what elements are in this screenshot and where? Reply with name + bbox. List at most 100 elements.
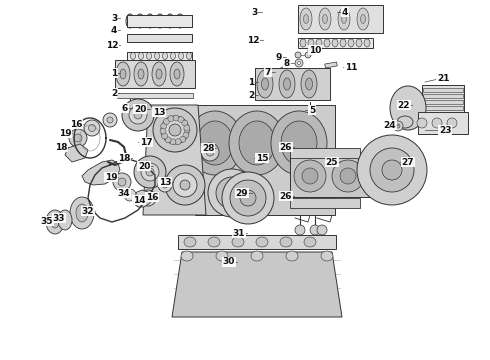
Ellipse shape — [118, 178, 126, 186]
Bar — [298, 38, 373, 48]
Ellipse shape — [417, 118, 427, 128]
Ellipse shape — [113, 173, 131, 191]
Ellipse shape — [180, 180, 190, 190]
Text: 26: 26 — [280, 143, 292, 152]
Text: 29: 29 — [236, 189, 248, 198]
Polygon shape — [195, 105, 335, 215]
Ellipse shape — [216, 177, 248, 209]
Ellipse shape — [225, 186, 239, 200]
Ellipse shape — [136, 14, 144, 28]
Ellipse shape — [319, 8, 331, 30]
Ellipse shape — [342, 14, 346, 23]
Ellipse shape — [176, 14, 184, 28]
Ellipse shape — [301, 70, 317, 98]
Ellipse shape — [139, 53, 144, 59]
Text: 7: 7 — [265, 68, 271, 77]
Ellipse shape — [184, 125, 190, 131]
Ellipse shape — [58, 210, 72, 230]
Ellipse shape — [181, 251, 193, 261]
Text: 18: 18 — [118, 153, 130, 162]
Ellipse shape — [122, 99, 154, 131]
Text: 19: 19 — [105, 172, 117, 181]
Ellipse shape — [116, 62, 130, 86]
Ellipse shape — [124, 189, 136, 201]
Ellipse shape — [396, 124, 400, 128]
Text: 2: 2 — [248, 90, 254, 99]
Text: 16: 16 — [70, 120, 82, 129]
Ellipse shape — [153, 108, 197, 152]
Bar — [298, 5, 383, 33]
Ellipse shape — [370, 148, 414, 192]
Ellipse shape — [340, 168, 356, 184]
Ellipse shape — [168, 116, 174, 122]
Ellipse shape — [271, 111, 327, 175]
Text: 24: 24 — [384, 121, 396, 130]
Text: 21: 21 — [437, 73, 449, 82]
Text: 11: 11 — [345, 63, 357, 72]
Ellipse shape — [163, 53, 168, 59]
Bar — [255, 68, 330, 100]
Bar — [422, 85, 464, 113]
Text: 12: 12 — [106, 41, 118, 50]
Ellipse shape — [305, 52, 311, 58]
Text: 27: 27 — [402, 158, 415, 166]
Ellipse shape — [378, 168, 394, 184]
Ellipse shape — [302, 168, 318, 184]
Ellipse shape — [69, 129, 87, 147]
Ellipse shape — [134, 156, 166, 188]
Ellipse shape — [156, 14, 164, 28]
Text: 12: 12 — [247, 36, 259, 45]
Ellipse shape — [303, 14, 309, 23]
Ellipse shape — [284, 78, 291, 90]
Text: 6: 6 — [122, 104, 128, 113]
Ellipse shape — [140, 190, 156, 206]
Ellipse shape — [239, 121, 275, 165]
Ellipse shape — [338, 8, 350, 30]
Ellipse shape — [51, 216, 59, 228]
Ellipse shape — [305, 78, 313, 90]
Ellipse shape — [279, 70, 295, 98]
Ellipse shape — [332, 39, 338, 47]
Bar — [418, 112, 468, 134]
Bar — [117, 93, 193, 98]
Text: 13: 13 — [159, 177, 171, 186]
Text: 25: 25 — [326, 158, 338, 166]
Polygon shape — [290, 198, 360, 208]
Ellipse shape — [197, 121, 233, 165]
Text: 5: 5 — [309, 105, 315, 114]
Bar — [178, 235, 336, 249]
Text: 35: 35 — [41, 216, 53, 225]
Ellipse shape — [183, 132, 189, 138]
Text: 19: 19 — [59, 129, 72, 138]
Ellipse shape — [222, 172, 274, 224]
Text: 4: 4 — [111, 26, 117, 35]
Text: 10: 10 — [309, 45, 321, 54]
Ellipse shape — [160, 128, 166, 134]
Ellipse shape — [173, 173, 197, 197]
Ellipse shape — [357, 8, 369, 30]
Ellipse shape — [295, 59, 303, 67]
Ellipse shape — [310, 225, 320, 235]
Text: 22: 22 — [398, 100, 410, 109]
Bar — [115, 60, 195, 88]
Text: 28: 28 — [202, 144, 214, 153]
Text: 1: 1 — [248, 77, 254, 86]
Ellipse shape — [165, 137, 171, 143]
Ellipse shape — [208, 237, 220, 247]
Ellipse shape — [316, 39, 322, 47]
Ellipse shape — [361, 14, 366, 23]
Ellipse shape — [432, 118, 442, 128]
Text: 32: 32 — [82, 207, 94, 216]
Text: 1: 1 — [111, 68, 117, 77]
Ellipse shape — [184, 237, 196, 247]
Ellipse shape — [300, 8, 312, 30]
Ellipse shape — [165, 165, 205, 205]
Ellipse shape — [280, 67, 286, 73]
Ellipse shape — [174, 69, 180, 79]
Ellipse shape — [46, 210, 64, 234]
Ellipse shape — [187, 111, 243, 175]
Text: 34: 34 — [118, 189, 130, 198]
Ellipse shape — [232, 237, 244, 247]
Ellipse shape — [348, 39, 354, 47]
Ellipse shape — [397, 116, 413, 128]
